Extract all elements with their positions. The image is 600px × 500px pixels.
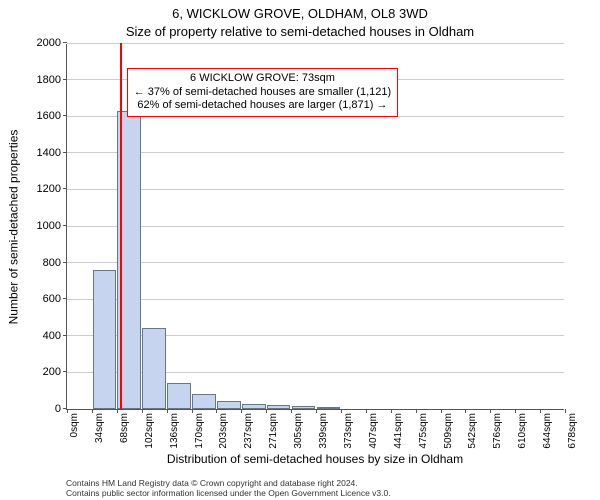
x-tick-label: 644sqm (542, 413, 553, 449)
gridline (67, 226, 564, 227)
y-tick-label: 600 (27, 293, 67, 305)
gridline (67, 43, 564, 44)
histogram-bar (217, 401, 241, 409)
y-tick-label: 400 (27, 330, 67, 342)
y-tick-label: 1400 (27, 147, 67, 159)
histogram-bar (242, 404, 266, 409)
x-tick-label: 170sqm (194, 413, 205, 449)
x-tick-label: 373sqm (343, 413, 354, 449)
histogram-bar (317, 407, 341, 409)
gridline (67, 189, 564, 190)
x-tick-label: 34sqm (94, 413, 105, 443)
y-tick-label: 1800 (27, 74, 67, 86)
marker-line (120, 43, 122, 409)
annotation-line: 6 WICKLOW GROVE: 73sqm (134, 72, 391, 86)
y-tick-label: 200 (27, 366, 67, 378)
y-tick-label: 1600 (27, 110, 67, 122)
attribution-text: Contains HM Land Registry data © Crown c… (66, 478, 564, 498)
y-tick-label: 1000 (27, 220, 67, 232)
x-tick-label: 102sqm (144, 413, 155, 449)
x-axis-label: Distribution of semi-detached houses by … (66, 452, 564, 466)
gridline (67, 152, 564, 153)
annotation-box: 6 WICKLOW GROVE: 73sqm← 37% of semi-deta… (127, 68, 398, 117)
histogram-bar (292, 406, 316, 409)
x-tick-label: 678sqm (567, 413, 578, 449)
y-axis-label: Number of semi-detached properties (6, 44, 20, 410)
y-tick-label: 2000 (27, 37, 67, 49)
x-tick-label: 68sqm (119, 413, 130, 443)
gridline (67, 262, 564, 263)
chart-supertitle: 6, WICKLOW GROVE, OLDHAM, OL8 3WD (0, 6, 600, 21)
x-tick-label: 339sqm (318, 413, 329, 449)
x-tick-label: 441sqm (393, 413, 404, 449)
x-tick-label: 542sqm (467, 413, 478, 449)
histogram-bar (93, 270, 117, 409)
chart-title: Size of property relative to semi-detach… (0, 24, 600, 39)
y-tick-label: 800 (27, 257, 67, 269)
x-tick-label: 576sqm (492, 413, 503, 449)
histogram-bar (192, 394, 216, 409)
x-tick-label: 305sqm (293, 413, 304, 449)
x-tick-label: 203sqm (218, 413, 229, 449)
histogram-bar (267, 405, 291, 409)
gridline (67, 299, 564, 300)
x-tick-label: 407sqm (368, 413, 379, 449)
annotation-line: 62% of semi-detached houses are larger (… (134, 99, 391, 113)
x-tick-label: 271sqm (268, 413, 279, 449)
y-tick-label: 0 (27, 403, 67, 415)
y-tick-label: 1200 (27, 183, 67, 195)
plot-area: 02004006008001000120014001600180020000sq… (66, 44, 564, 410)
x-tick-label: 509sqm (443, 413, 454, 449)
x-tick-label: 237sqm (243, 413, 254, 449)
x-tick-label: 136sqm (169, 413, 180, 449)
x-tick-label: 610sqm (517, 413, 528, 449)
annotation-line: ← 37% of semi-detached houses are smalle… (134, 86, 391, 100)
x-tick-label: 475sqm (418, 413, 429, 449)
histogram-bar (142, 328, 166, 409)
x-tick-label: 0sqm (69, 413, 80, 437)
histogram-bar (167, 383, 191, 409)
